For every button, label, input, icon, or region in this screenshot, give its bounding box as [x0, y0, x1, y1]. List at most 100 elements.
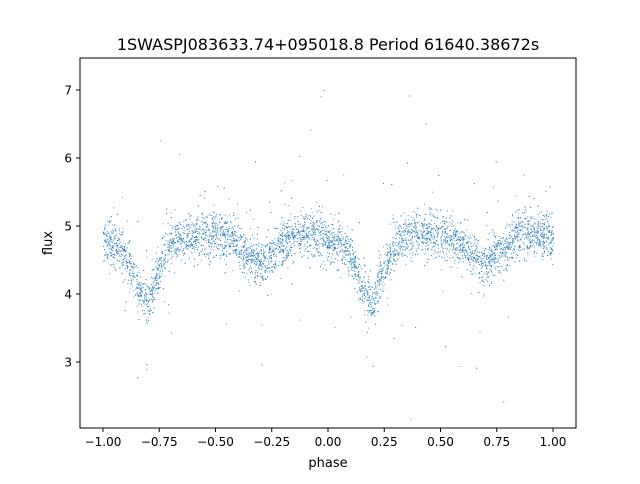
data-point	[390, 256, 392, 258]
data-point	[250, 251, 252, 253]
data-point	[443, 242, 445, 244]
data-point	[246, 273, 248, 275]
data-point	[149, 299, 150, 301]
data-point	[109, 237, 110, 239]
data-point	[135, 288, 137, 290]
data-point	[159, 277, 160, 279]
data-point	[314, 247, 316, 249]
data-point	[383, 267, 384, 269]
data-point	[210, 232, 212, 234]
data-point	[474, 272, 476, 274]
data-point	[342, 262, 343, 264]
data-point	[449, 236, 451, 238]
data-point	[191, 221, 193, 223]
data-point	[378, 289, 380, 291]
data-point	[440, 237, 442, 239]
data-point	[238, 253, 240, 255]
data-point	[220, 232, 222, 234]
data-point	[511, 215, 513, 217]
data-point	[528, 247, 530, 249]
data-point	[490, 249, 492, 251]
data-point	[167, 246, 169, 248]
data-point	[247, 263, 249, 265]
data-point	[234, 238, 236, 240]
data-point	[389, 259, 391, 260]
data-point	[181, 239, 183, 241]
data-point	[373, 311, 375, 313]
data-point	[155, 252, 157, 254]
data-point	[357, 277, 359, 279]
data-point	[163, 263, 165, 264]
data-point	[356, 279, 358, 280]
data-point	[336, 251, 338, 253]
data-point	[444, 223, 446, 225]
data-point	[253, 237, 255, 239]
data-point	[408, 226, 410, 228]
data-point	[148, 320, 150, 322]
data-point	[304, 236, 306, 238]
data-point	[334, 214, 336, 216]
data-point	[162, 223, 164, 225]
data-point	[137, 287, 139, 289]
data-point	[120, 246, 122, 248]
data-point	[269, 256, 271, 258]
data-point	[189, 241, 191, 243]
data-point	[319, 238, 321, 240]
data-point	[463, 247, 465, 248]
data-point	[511, 223, 513, 225]
data-point	[452, 220, 453, 222]
data-point	[128, 259, 130, 261]
data-point	[414, 219, 416, 221]
data-point	[446, 260, 448, 262]
data-point	[516, 248, 518, 250]
data-point	[474, 250, 476, 252]
data-point	[321, 224, 323, 226]
data-point	[306, 228, 308, 230]
data-point	[459, 240, 461, 242]
data-point	[444, 220, 446, 222]
data-point	[194, 249, 196, 251]
data-point	[145, 304, 147, 306]
data-point	[348, 270, 350, 272]
data-point	[343, 243, 345, 245]
data-point	[107, 239, 109, 241]
data-point	[210, 243, 212, 245]
data-point	[542, 230, 544, 232]
data-point	[119, 233, 121, 235]
data-point	[134, 294, 136, 296]
data-point	[466, 269, 468, 271]
data-point	[465, 242, 467, 244]
data-point	[352, 276, 354, 277]
data-point	[180, 246, 182, 248]
data-point	[482, 253, 484, 255]
data-point	[386, 269, 388, 271]
data-point	[353, 265, 355, 267]
data-point	[286, 227, 288, 229]
data-point	[205, 247, 207, 249]
data-point	[329, 246, 331, 248]
data-point	[372, 298, 374, 300]
data-point	[476, 267, 478, 269]
data-point	[106, 230, 108, 232]
data-point	[183, 220, 185, 222]
data-point	[339, 251, 341, 253]
data-point	[410, 224, 412, 226]
data-point	[380, 283, 382, 285]
data-point	[154, 279, 156, 281]
data-point	[174, 226, 176, 228]
data-point	[313, 228, 315, 230]
data-point	[160, 265, 162, 267]
data-point	[216, 222, 218, 224]
data-point	[252, 272, 253, 274]
data-point	[478, 260, 480, 262]
data-point	[504, 239, 506, 241]
data-point	[363, 287, 365, 289]
data-point	[253, 280, 255, 282]
data-point	[416, 234, 418, 236]
data-point	[187, 229, 189, 231]
data-point	[308, 238, 310, 240]
data-point	[489, 246, 490, 248]
data-point	[201, 224, 203, 226]
data-point	[321, 255, 323, 256]
data-point	[163, 259, 165, 261]
